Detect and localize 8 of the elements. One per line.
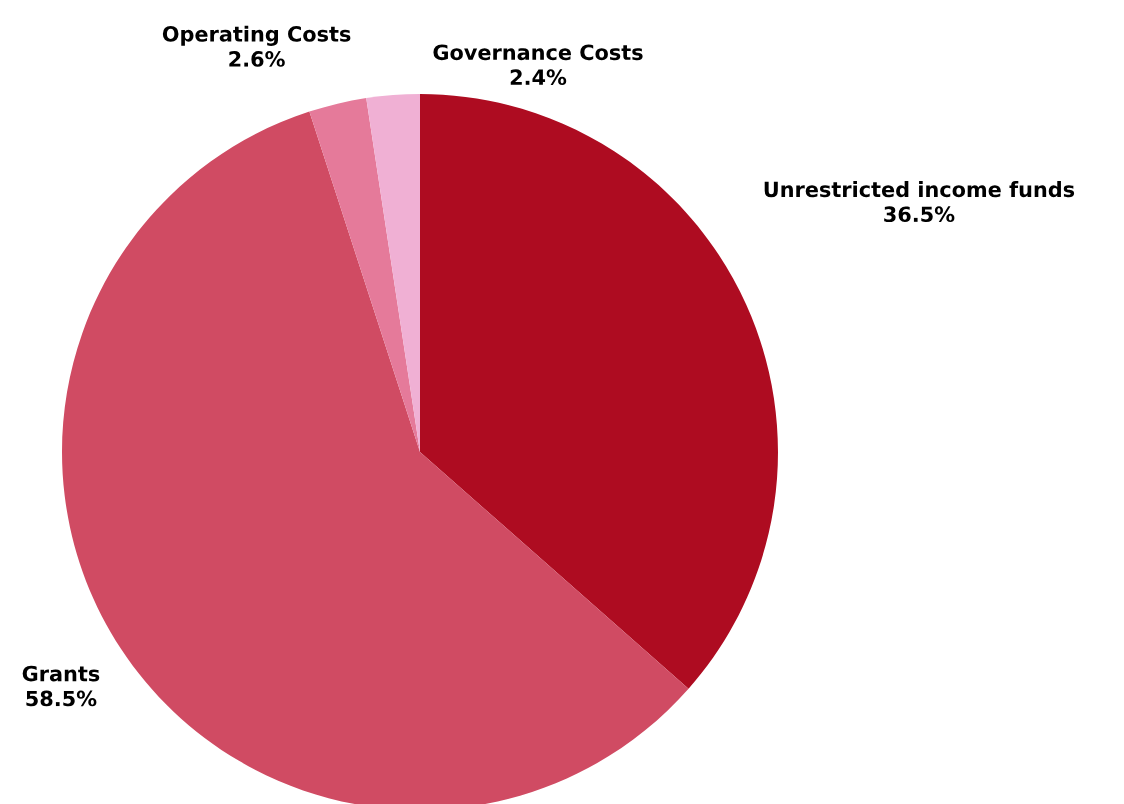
slice-label: Unrestricted income funds	[764, 181, 1075, 198]
data-label: 36.5%	[884, 206, 955, 223]
slice-label: Grants	[22, 665, 100, 682]
slice-label: Operating Costs	[162, 25, 351, 46]
data-label: 2.6%	[229, 51, 285, 67]
data-label: 2.4%	[510, 69, 567, 86]
data-label: 58.5%	[26, 690, 97, 707]
slice-label: Governance Costs	[433, 44, 643, 61]
